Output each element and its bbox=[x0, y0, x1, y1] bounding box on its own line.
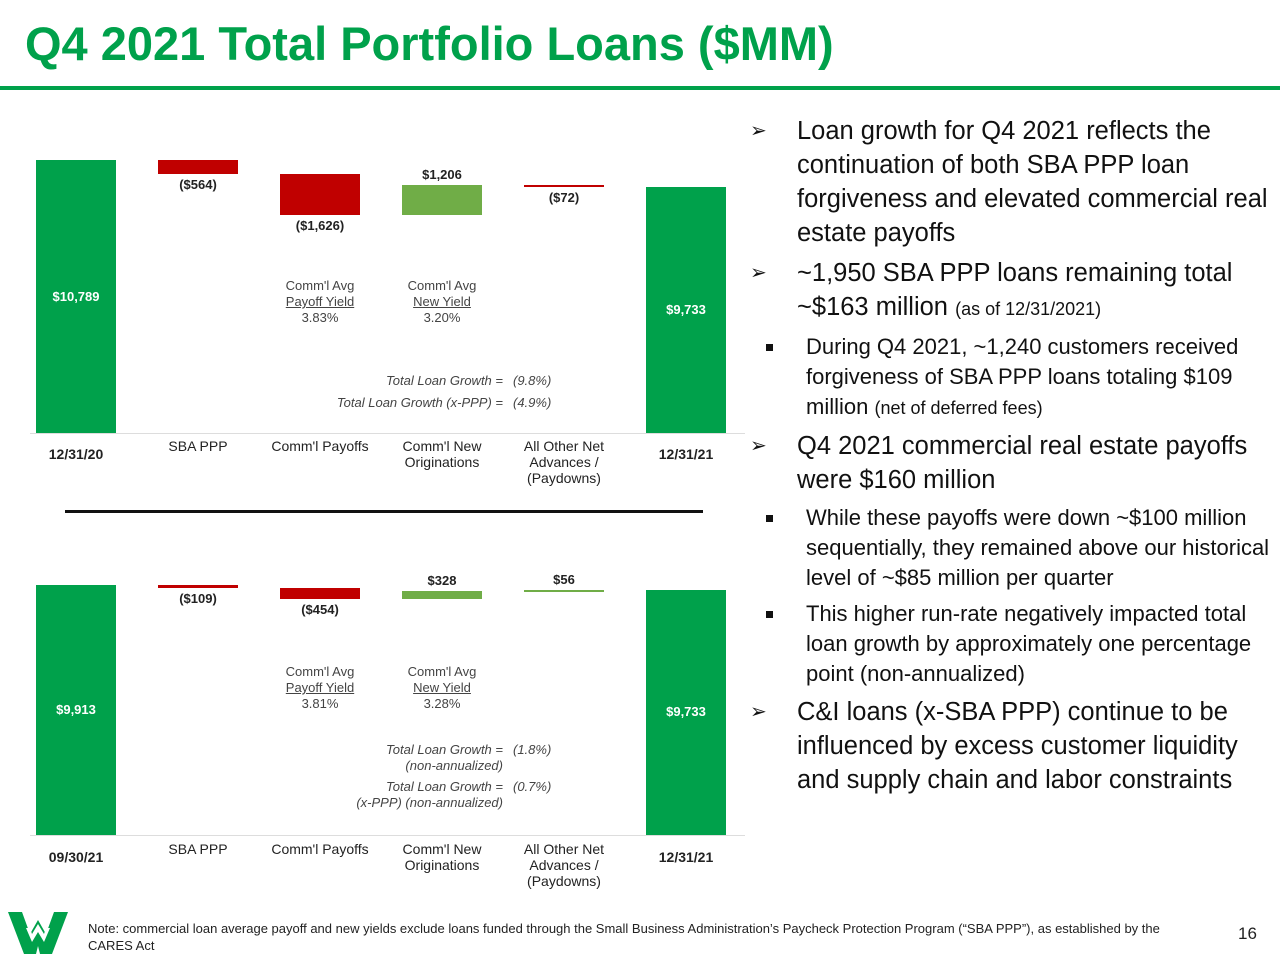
growth-label-line: Total Loan Growth = bbox=[386, 373, 503, 388]
growth-value: (9.8%) bbox=[513, 373, 552, 388]
footnote: Note: commercial loan average payoff and… bbox=[88, 921, 1160, 953]
category-label: SBA PPP bbox=[168, 841, 228, 857]
sub-bullet-text: During Q4 2021, ~1,240 customers receive… bbox=[806, 334, 1239, 419]
value-label: ($1,626) bbox=[295, 218, 345, 234]
category-label: 12/31/20 bbox=[48, 446, 104, 462]
value-label: ($109) bbox=[179, 590, 217, 606]
bullet-note: (as of 12/31/2021) bbox=[955, 299, 1102, 319]
growth-label: Total Loan Growth = (x-PPP) (non-annualiz… bbox=[356, 779, 503, 811]
bullet-arrow: ➢ bbox=[750, 435, 767, 457]
category-label: All Other Net Advances / (Paydowns) bbox=[523, 841, 605, 889]
annotation-line: Comm'l Avg bbox=[407, 278, 477, 293]
growth-label: Total Loan Growth (x-PPP) = bbox=[337, 395, 503, 411]
category-label: Comm'l Payoffs bbox=[271, 438, 369, 454]
bullet-text: Q4 2021 commercial real estate payoffs w… bbox=[797, 432, 1248, 494]
value-label: $56 bbox=[553, 571, 575, 587]
bullet-arrow: ➢ bbox=[750, 701, 767, 723]
sub-bullet: During Q4 2021, ~1,240 customers receive… bbox=[750, 332, 1275, 423]
value-label: ($454) bbox=[301, 602, 339, 618]
bullet-text: ~1,950 SBA PPP loans remaining total ~$1… bbox=[797, 259, 1233, 321]
yield-annotation: Comm'l Avg Payoff Yield 3.81% bbox=[270, 664, 370, 712]
growth-label: Total Loan Growth = bbox=[386, 373, 503, 389]
title-rule bbox=[0, 86, 1280, 90]
bullet: ➢ C&I loans (x-SBA PPP) continue to be in… bbox=[750, 695, 1275, 797]
annotation-line: Comm'l Avg bbox=[285, 278, 355, 293]
sub-bullet-text: This higher run-rate negatively impacted… bbox=[806, 601, 1252, 686]
bar bbox=[280, 587, 360, 600]
sub-bullet-note: (net of deferred fees) bbox=[874, 398, 1043, 418]
sub-bullet-marker bbox=[766, 515, 773, 522]
annotation-line: New Yield bbox=[413, 680, 471, 695]
annotation-line: 3.20% bbox=[423, 310, 461, 325]
growth-label-line: Total Loan Growth (x-PPP) = bbox=[336, 395, 503, 410]
annotation-line: 3.83% bbox=[301, 310, 339, 325]
annotation-line: Payoff Yield bbox=[285, 680, 355, 695]
growth-value: (1.8%) bbox=[513, 742, 552, 757]
category-label: 12/31/21 bbox=[658, 849, 714, 865]
yield-annotation: Comm'l Avg New Yield 3.20% bbox=[392, 278, 492, 326]
bullet-list: ➢ Loan growth for Q4 2021 reflects the co… bbox=[750, 114, 1275, 803]
sub-bullet: This higher run-rate negatively impacted… bbox=[750, 599, 1275, 689]
bar bbox=[158, 160, 238, 175]
growth-label: Total Loan Growth = (non-annualized) bbox=[386, 742, 503, 774]
category-label: Comm'l New Originations bbox=[402, 841, 482, 873]
growth-value: (4.9%) bbox=[513, 395, 552, 410]
bar bbox=[646, 589, 726, 835]
bullet-arrow: ➢ bbox=[750, 262, 767, 284]
value-label: ($72) bbox=[548, 189, 580, 205]
category-label: All Other Net Advances / (Paydowns) bbox=[523, 438, 605, 486]
growth-label-line: (non-annualized) bbox=[405, 758, 503, 773]
annotation-line: 3.28% bbox=[423, 696, 461, 711]
category-label: Comm'l Payoffs bbox=[271, 841, 369, 857]
annotation-line: Payoff Yield bbox=[285, 294, 355, 309]
category-label: 12/31/21 bbox=[658, 446, 714, 462]
sub-bullet-text: While these payoffs were down ~$100 mill… bbox=[806, 505, 1270, 590]
bar bbox=[646, 186, 726, 433]
bar bbox=[36, 585, 116, 835]
category-label: SBA PPP bbox=[168, 438, 228, 454]
chart-separator bbox=[65, 510, 703, 513]
bullet: ➢ Loan growth for Q4 2021 reflects the co… bbox=[750, 114, 1275, 250]
value-label: $1,206 bbox=[422, 166, 462, 182]
growth-label-line: Total Loan Growth = bbox=[386, 779, 503, 794]
annotation-line: Comm'l Avg bbox=[407, 664, 477, 679]
category-label: 09/30/21 bbox=[48, 849, 104, 865]
value-label: $9,733 bbox=[666, 704, 706, 720]
bar bbox=[36, 160, 116, 433]
annotation-line: New Yield bbox=[413, 294, 471, 309]
bar bbox=[524, 184, 604, 187]
page-number: 16 bbox=[1238, 924, 1257, 943]
bar bbox=[402, 590, 482, 600]
yield-annotation: Comm'l Avg New Yield 3.28% bbox=[392, 664, 492, 712]
bar bbox=[158, 585, 238, 588]
growth-label-line: (x-PPP) (non-annualized) bbox=[356, 795, 503, 810]
bullet: ➢ Q4 2021 commercial real estate payoffs … bbox=[750, 429, 1275, 497]
bullet-text: Loan growth for Q4 2021 reflects the con… bbox=[797, 117, 1268, 247]
bullet-arrow: ➢ bbox=[750, 120, 767, 142]
bar bbox=[524, 589, 604, 592]
value-label: $9,913 bbox=[56, 702, 96, 717]
growth-label-line: Total Loan Growth = bbox=[386, 742, 503, 757]
bar bbox=[280, 174, 360, 216]
slide-title: Q4 2021 Total Portfolio Loans ($MM) bbox=[25, 17, 834, 70]
sub-bullet: While these payoffs were down ~$100 mill… bbox=[750, 503, 1275, 593]
annotation-line: Comm'l Avg bbox=[285, 664, 355, 679]
value-label: $9,733 bbox=[666, 301, 706, 317]
sub-bullet-marker bbox=[766, 344, 773, 351]
bullet-text: C&I loans (x-SBA PPP) continue to be inf… bbox=[797, 698, 1238, 794]
logo bbox=[8, 912, 68, 954]
sub-bullet-marker bbox=[766, 611, 773, 618]
baseline bbox=[30, 433, 745, 434]
yield-annotation: Comm'l Avg Payoff Yield 3.83% bbox=[270, 278, 370, 326]
bullet: ➢ ~1,950 SBA PPP loans remaining total ~$… bbox=[750, 256, 1275, 326]
annotation-line: 3.81% bbox=[301, 696, 339, 711]
category-label: Comm'l New Originations bbox=[402, 438, 482, 470]
value-label: $10,789 bbox=[52, 288, 100, 304]
growth-value: (0.7%) bbox=[513, 779, 552, 794]
bar bbox=[402, 184, 482, 216]
baseline bbox=[30, 835, 745, 836]
value-label: ($564) bbox=[179, 177, 217, 193]
value-label: $328 bbox=[427, 572, 457, 588]
